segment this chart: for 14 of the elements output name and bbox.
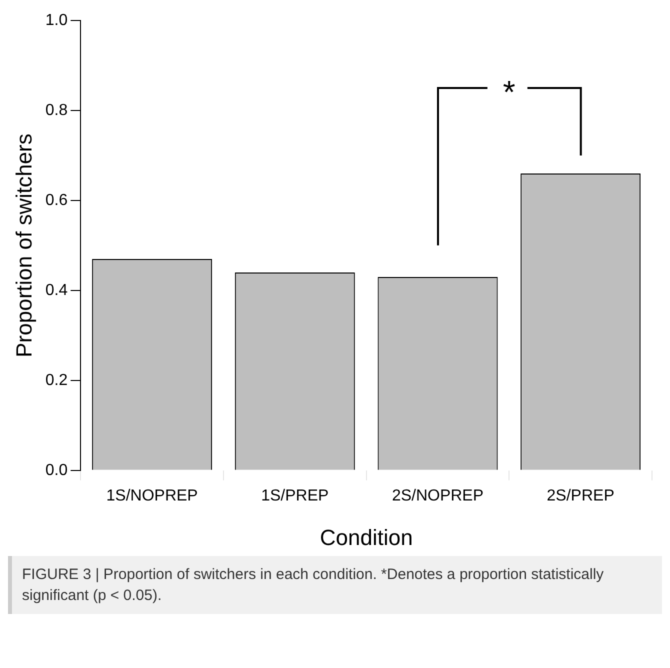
y-axis-title: Proportion of switchers bbox=[11, 134, 36, 358]
x-tick-label: 2S/PREP bbox=[546, 487, 614, 504]
y-tick-label: 0.0 bbox=[45, 462, 68, 479]
caption: FIGURE 3 | Proportion of switchers in each condition. *Denotes a proportion statistically significant (p < 0.05). bbox=[8, 556, 662, 614]
y-tick-label: 1.0 bbox=[45, 12, 68, 30]
x-tick-label: 2S/NOPREP bbox=[392, 487, 484, 504]
x-axis-title: Condition bbox=[320, 524, 413, 550]
annotation: * bbox=[502, 74, 516, 110]
y-tick-label: 0.8 bbox=[45, 102, 68, 119]
y-tick-label: 0.2 bbox=[45, 372, 68, 389]
y-tick-label: 0.4 bbox=[45, 282, 68, 299]
x-tick-label: 1S/PREP bbox=[261, 487, 329, 504]
x-tick-label: 1S/NOPREP bbox=[106, 487, 198, 504]
y-tick-label: 0.6 bbox=[45, 192, 68, 209]
